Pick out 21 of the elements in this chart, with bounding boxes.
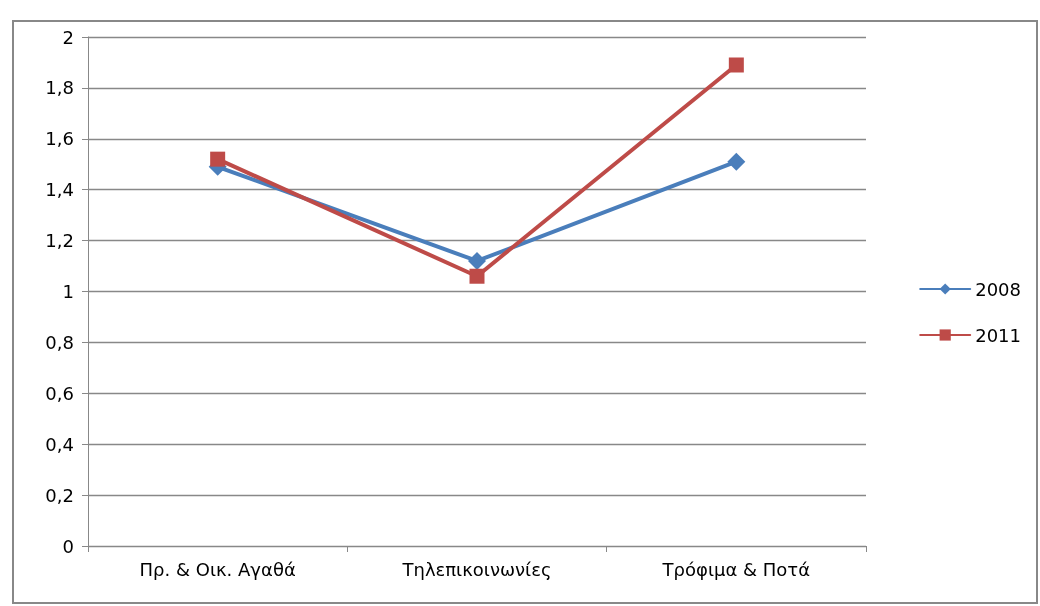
y-tick-label: 1 — [62, 281, 74, 302]
point — [469, 268, 485, 284]
x-tick-label: Τηλεπικοινωνίες — [401, 558, 552, 580]
x-tick-label: Πρ. & Οικ. Αγαθά — [139, 558, 296, 580]
legend-label: 2008 — [975, 278, 1021, 300]
y-tick-label: 2 — [62, 26, 74, 48]
y-tick-label: 0,4 — [45, 433, 74, 455]
y-tick-label: 0,8 — [45, 331, 74, 353]
point — [728, 57, 744, 73]
y-tick-label: 1,8 — [45, 77, 74, 99]
y-tick-label: 1,6 — [45, 128, 74, 150]
point — [468, 251, 486, 270]
y-tick-label: 1,4 — [45, 179, 74, 201]
y-tick-label: 0,2 — [45, 484, 74, 506]
y-tick-label: 1,2 — [45, 230, 74, 252]
y-tick-label: 0 — [62, 535, 74, 557]
x-tick-label: Τρόφιμα & Ποτά — [661, 558, 811, 580]
point — [727, 152, 746, 171]
point — [210, 151, 226, 167]
y-tick-label: 0,6 — [45, 382, 74, 404]
legend-label: 2011 — [975, 324, 1021, 346]
